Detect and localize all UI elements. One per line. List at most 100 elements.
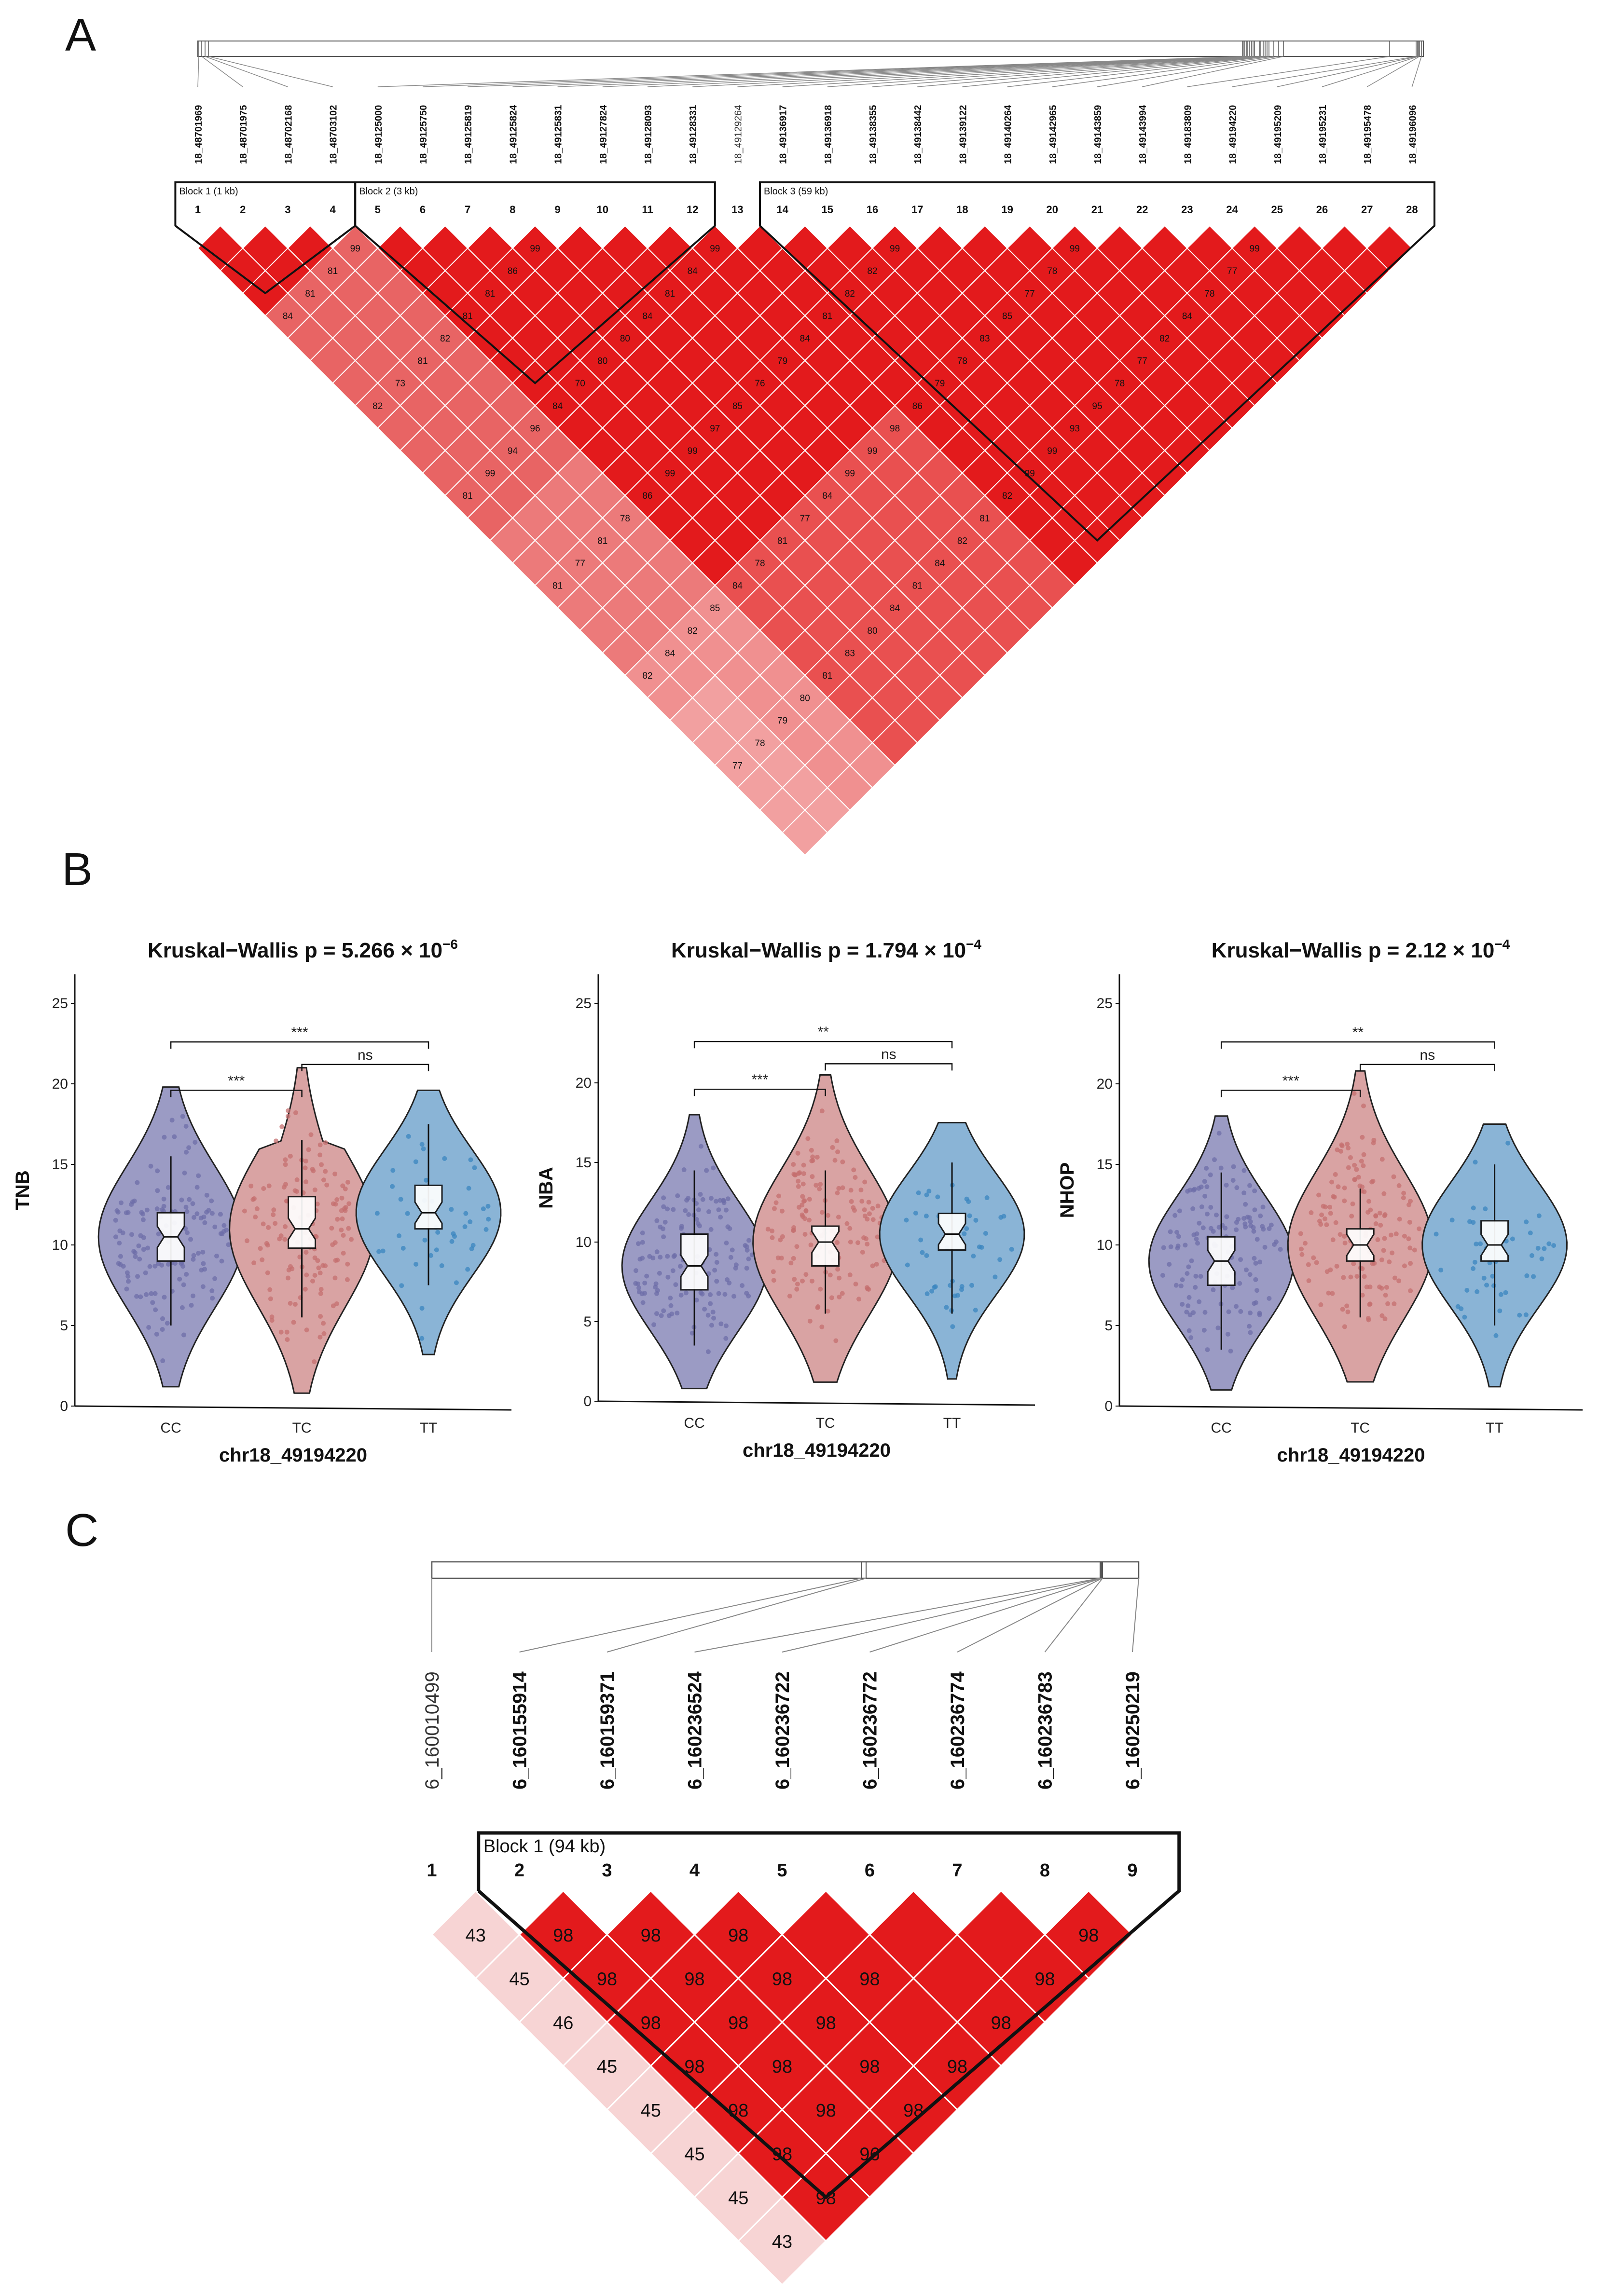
ld-value: 84 [688, 266, 698, 276]
data-point [723, 1323, 729, 1328]
data-point [837, 1294, 842, 1299]
data-point [285, 1337, 290, 1342]
data-point [924, 1253, 929, 1258]
snp-index: 8 [510, 204, 515, 216]
data-point [1208, 1205, 1213, 1210]
box [811, 1225, 840, 1267]
ld-value: 98 [728, 2013, 748, 2033]
data-point [1303, 1241, 1308, 1246]
snp-connector [872, 56, 1264, 87]
block-label: Block 1 (1 kb) [179, 186, 238, 197]
snp-connector [1411, 56, 1422, 87]
data-point [710, 1310, 716, 1315]
x-axis [74, 1405, 512, 1411]
data-point [1238, 1257, 1243, 1262]
snp-label: 6_160159371 [597, 1671, 618, 1790]
data-point [714, 1199, 719, 1204]
data-point [698, 1192, 703, 1197]
data-point [1194, 1236, 1199, 1242]
data-point [161, 1196, 166, 1202]
data-point [997, 1257, 1003, 1262]
data-point [773, 1200, 779, 1205]
data-point [791, 1162, 796, 1167]
data-point [129, 1232, 135, 1237]
data-point [1173, 1283, 1179, 1288]
data-point [310, 1278, 315, 1284]
data-point [1387, 1259, 1392, 1265]
data-point [809, 1158, 814, 1163]
data-point [1215, 1325, 1221, 1330]
data-point [116, 1261, 121, 1266]
data-point [683, 1290, 689, 1296]
data-point [1401, 1190, 1406, 1196]
ld-value: 96 [530, 424, 540, 434]
data-point [345, 1179, 350, 1185]
data-point [920, 1250, 925, 1255]
data-point [281, 1185, 287, 1190]
snp-connector [557, 56, 1248, 87]
data-point [405, 1211, 410, 1216]
data-point [1233, 1304, 1239, 1309]
data-point [1361, 1163, 1366, 1168]
data-point [675, 1193, 680, 1199]
block-label: Block 3 (59 kb) [764, 186, 828, 197]
data-point [261, 1221, 266, 1227]
data-point [770, 1229, 775, 1234]
data-point [271, 1212, 276, 1217]
y-tick-label: 0 [1104, 1398, 1113, 1414]
y-tick-label: 20 [576, 1075, 592, 1091]
data-point [1382, 1236, 1387, 1241]
data-point [1542, 1246, 1547, 1251]
data-point [875, 1203, 881, 1209]
data-point [1475, 1289, 1480, 1294]
data-point [870, 1217, 876, 1222]
data-point [1523, 1312, 1529, 1317]
data-point [733, 1266, 738, 1271]
data-point [468, 1157, 473, 1162]
snp-label: 18_49129264 [733, 105, 744, 164]
data-point [343, 1205, 348, 1210]
ld-value: 77 [800, 514, 810, 524]
data-point [964, 1226, 969, 1231]
data-point [1373, 1213, 1378, 1218]
data-point [267, 1287, 273, 1292]
data-point [153, 1307, 158, 1312]
data-point [209, 1198, 214, 1203]
data-point [261, 1186, 266, 1191]
data-point [847, 1272, 853, 1277]
ld-cells: 43 98 98 98 98 45 98 98 98 98 98 46 98 98 98 98 45 98 98 98… [430, 1889, 1134, 2286]
data-point [706, 1209, 711, 1215]
data-point [1257, 1259, 1263, 1265]
data-point [212, 1276, 218, 1281]
data-point [1524, 1273, 1530, 1278]
snp-label: 6_160236772 [860, 1671, 881, 1790]
data-point [1357, 1183, 1363, 1189]
snp-index: 28 [1406, 204, 1418, 216]
snp-index: 10 [597, 204, 608, 216]
snp-connector [869, 1578, 1102, 1653]
ld-value: 84 [642, 311, 653, 321]
data-point [686, 1212, 691, 1217]
ld-value: 98 [947, 2057, 967, 2077]
data-point [807, 1197, 812, 1202]
data-point [1366, 1317, 1371, 1323]
data-point [962, 1231, 967, 1236]
data-point [303, 1165, 308, 1171]
data-point [339, 1195, 345, 1201]
snp-connector [197, 56, 199, 87]
data-point [334, 1301, 339, 1306]
data-point [390, 1184, 395, 1189]
data-point [973, 1217, 979, 1223]
data-point [191, 1215, 196, 1220]
snp-index: 9 [1127, 1860, 1137, 1881]
data-point [1247, 1324, 1252, 1329]
data-point [851, 1167, 856, 1173]
data-point [308, 1132, 314, 1137]
data-point [665, 1254, 670, 1259]
data-point [277, 1236, 282, 1242]
data-point [1354, 1167, 1359, 1172]
snp-label: 18_49136918 [823, 105, 834, 164]
data-point [251, 1260, 257, 1266]
data-point [304, 1327, 309, 1333]
data-point [1370, 1178, 1376, 1184]
